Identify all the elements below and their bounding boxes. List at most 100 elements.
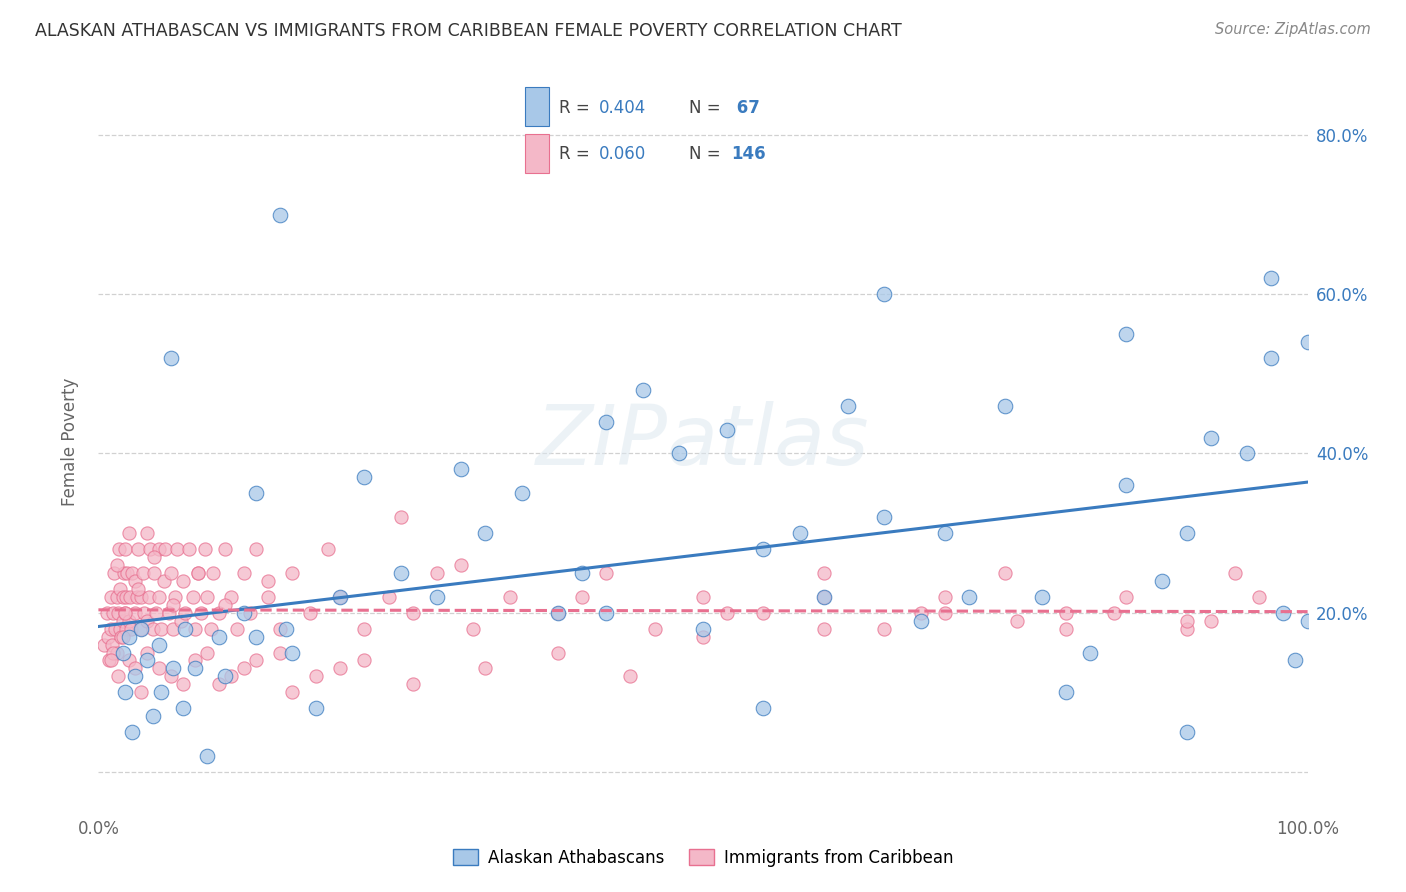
Point [208, 677, 231, 691]
Point [148, 590, 170, 604]
Point [132, 566, 155, 580]
Point [112, 566, 135, 580]
Point [105, 590, 128, 604]
Point [329, 590, 352, 604]
Point [498, 590, 520, 604]
Point [148, 541, 170, 556]
Point [163, 590, 186, 604]
Point [232, 661, 254, 675]
Point [1031, 590, 1053, 604]
Point [353, 470, 375, 484]
Point [281, 566, 304, 580]
Point [152, 574, 174, 588]
Point [135, 526, 157, 541]
Point [426, 590, 449, 604]
Point [169, 614, 191, 628]
Point [571, 566, 593, 580]
Point [118, 526, 141, 541]
Point [813, 566, 835, 580]
Point [129, 590, 152, 604]
Point [474, 661, 496, 675]
Point [269, 622, 291, 636]
Point [162, 661, 184, 675]
Point [389, 566, 412, 580]
Point [105, 558, 128, 572]
Point [402, 606, 425, 620]
Point [1175, 526, 1198, 541]
Point [100, 590, 122, 604]
Point [129, 685, 152, 699]
Point [316, 541, 339, 556]
Text: 0.060: 0.060 [599, 145, 647, 163]
Point [124, 606, 146, 620]
Point [1175, 725, 1198, 739]
Point [166, 541, 188, 556]
Point [100, 653, 122, 667]
Point [269, 646, 291, 660]
Point [135, 646, 157, 660]
Point [118, 630, 141, 644]
Point [692, 622, 714, 636]
Point [873, 622, 896, 636]
Point [329, 590, 352, 604]
Point [157, 606, 180, 620]
Point [1260, 351, 1282, 365]
Point [142, 709, 165, 723]
Point [100, 622, 122, 636]
Point [256, 590, 278, 604]
Point [631, 383, 654, 397]
Point [127, 541, 149, 556]
Point [98, 653, 121, 667]
Point [239, 606, 262, 620]
Point [837, 399, 859, 413]
Point [202, 566, 225, 580]
Text: 146: 146 [731, 145, 765, 163]
Point [547, 606, 569, 620]
Point [96, 606, 118, 620]
Point [172, 701, 194, 715]
Point [135, 614, 157, 628]
Point [463, 622, 485, 636]
Point [1007, 614, 1029, 628]
Point [1296, 614, 1319, 628]
Point [1054, 622, 1077, 636]
Point [129, 622, 152, 636]
Point [1284, 653, 1306, 667]
Point [200, 622, 222, 636]
Point [115, 622, 138, 636]
Point [111, 590, 134, 604]
Point [450, 558, 472, 572]
Point [142, 622, 165, 636]
Point [353, 622, 375, 636]
Point [194, 541, 217, 556]
Point [162, 622, 184, 636]
Point [134, 606, 156, 620]
Point [111, 630, 134, 644]
Point [187, 566, 209, 580]
Point [692, 590, 714, 604]
Point [1102, 606, 1125, 620]
Point [910, 606, 932, 620]
Point [994, 399, 1017, 413]
Text: Source: ZipAtlas.com: Source: ZipAtlas.com [1215, 22, 1371, 37]
Point [1199, 614, 1222, 628]
Point [1260, 271, 1282, 285]
Point [426, 566, 449, 580]
Point [111, 646, 134, 660]
Point [910, 614, 932, 628]
Point [107, 606, 129, 620]
Point [121, 725, 143, 739]
Point [232, 566, 254, 580]
Point [214, 598, 236, 612]
Point [256, 574, 278, 588]
Point [139, 541, 162, 556]
Point [389, 510, 412, 524]
Point [162, 598, 184, 612]
Point [232, 606, 254, 620]
Point [547, 606, 569, 620]
Point [1152, 574, 1174, 588]
Point [108, 541, 131, 556]
Point [329, 661, 352, 675]
Point [174, 606, 197, 620]
Point [402, 677, 425, 691]
